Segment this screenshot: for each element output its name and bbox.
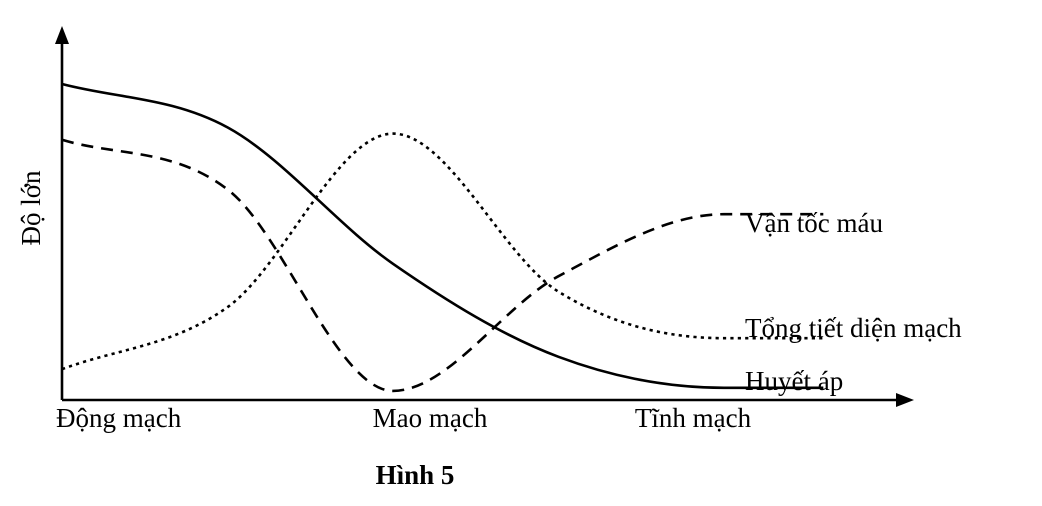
y-axis-label: Độ lớn [16,170,46,246]
y-axis-arrow [55,26,69,44]
x-tick-label: Mao mạch [373,403,488,433]
series-line [61,132,824,371]
series-line [61,138,824,393]
x-axis-arrow [896,393,914,407]
series-line [61,82,824,390]
axes [55,26,914,407]
series-layer [61,82,824,393]
x-tick-label: Tĩnh mạch [635,403,752,433]
series-label: Tổng tiết diện mạch [745,313,962,343]
series-label-layer: Huyết áp Vận tốc máu Tổng tiết diện mạch [745,208,962,396]
series-label: Huyết áp [745,366,843,396]
series-label: Vận tốc máu [745,208,883,238]
chart-caption: Hình 5 [376,460,455,490]
x-tick-label: Động mạch [56,403,182,433]
